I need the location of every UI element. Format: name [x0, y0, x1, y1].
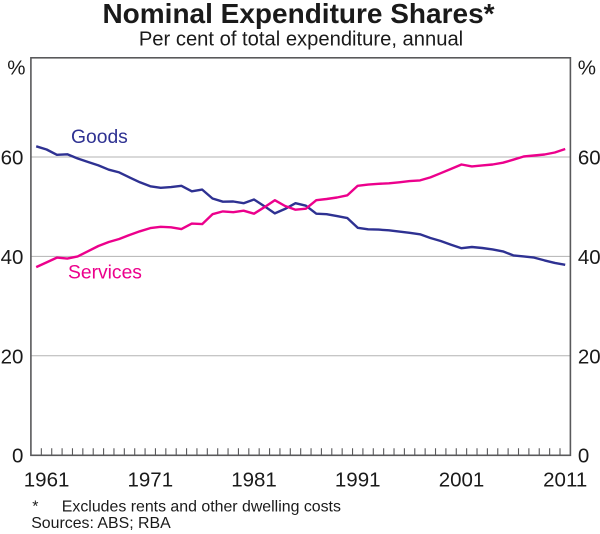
svg-text:2011: 2011: [543, 468, 587, 491]
svg-text:1961: 1961: [24, 468, 70, 491]
svg-text:Services: Services: [68, 263, 142, 284]
svg-text:40: 40: [1, 246, 24, 269]
svg-text:2001: 2001: [439, 468, 485, 491]
svg-text:Goods: Goods: [71, 127, 128, 148]
svg-text:20: 20: [578, 345, 600, 368]
svg-text:0: 0: [578, 445, 589, 468]
svg-text:60: 60: [1, 147, 24, 170]
svg-text:1991: 1991: [335, 468, 381, 491]
svg-text:Nominal Expenditure Shares*: Nominal Expenditure Shares*: [102, 0, 494, 29]
svg-text:60: 60: [578, 147, 600, 170]
svg-text:*: *: [32, 498, 38, 515]
svg-text:1981: 1981: [231, 468, 277, 491]
svg-text:40: 40: [578, 246, 600, 269]
svg-text:Excludes rents and other dwell: Excludes rents and other dwelling costs: [62, 498, 341, 515]
svg-text:%: %: [7, 57, 25, 80]
svg-text:%: %: [578, 57, 596, 80]
svg-text:0: 0: [12, 445, 23, 468]
svg-text:1971: 1971: [127, 468, 173, 491]
svg-text:Per cent of total expenditure,: Per cent of total expenditure, annual: [139, 28, 463, 50]
svg-text:20: 20: [1, 345, 24, 368]
svg-text:Sources: ABS; RBA: Sources: ABS; RBA: [31, 515, 171, 532]
